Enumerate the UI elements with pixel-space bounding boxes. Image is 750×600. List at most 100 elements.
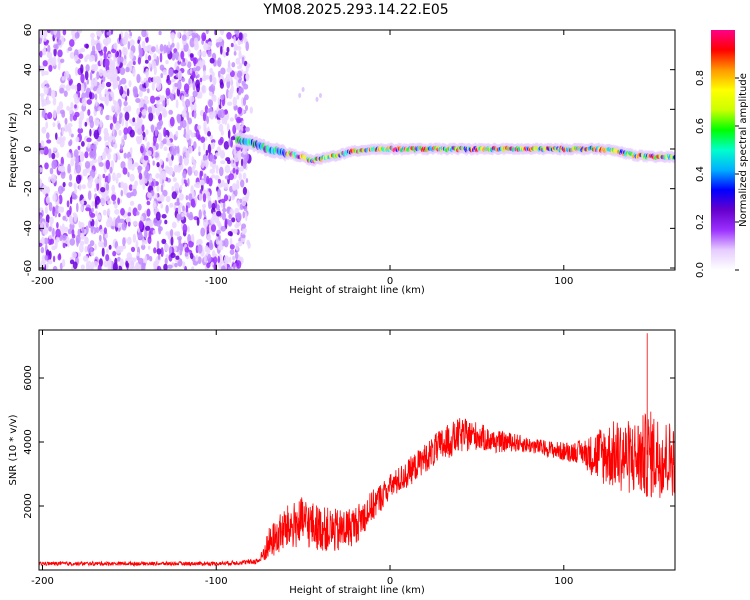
noise-blob [150,124,155,133]
noise-blob [67,46,73,52]
noise-blob [182,170,187,179]
noise-blob [58,213,61,218]
noise-blob [201,50,207,58]
noise-blob [230,42,234,48]
noise-blob [156,162,160,168]
noise-blob [46,139,52,144]
noise-blob [151,82,155,91]
noise-blob [76,237,79,247]
noise-blob [170,252,176,259]
noise-blob [70,152,74,158]
snr-series-line [39,333,675,568]
noise-speck [298,93,302,98]
noise-blob [81,227,85,234]
noise-blob [148,230,152,240]
noise-blob [90,37,95,47]
colorbar-tick-label: 0.8 [695,70,706,86]
noise-blob [171,42,175,48]
noise-blob [155,173,160,179]
noise-speck [301,87,305,92]
noise-blob [94,93,98,101]
noise-blob [79,243,84,253]
noise-blob [185,98,191,108]
noise-blob [238,32,243,41]
noise-blob [201,32,207,42]
noise-blob [145,36,149,43]
noise-blob [69,51,75,59]
noise-blob [133,162,139,168]
noise-blob [97,215,102,220]
noise-blob [112,262,118,270]
noise-blob [141,109,147,116]
noise-blob [166,99,169,106]
noise-blob [56,222,59,229]
noise-blob [130,163,135,171]
noise-blob [104,88,108,95]
noise-blob [57,49,63,58]
noise-blob [127,171,130,178]
noise-blob [39,214,43,224]
noise-blob [117,256,121,262]
noise-blob [115,105,121,115]
noise-blob [68,80,73,86]
noise-blob [125,118,129,129]
noise-blob [94,187,97,193]
noise-blob [67,163,71,174]
noise-blob [59,262,63,270]
noise-blob [217,255,221,264]
noise-blob [98,68,104,77]
noise-blob [122,167,128,175]
noise-blob [210,224,217,233]
noise-blob [79,240,85,246]
noise-blob [72,212,77,217]
noise-blob [121,222,127,231]
noise-blob [196,217,200,226]
noise-blob [245,41,249,52]
noise-blob [164,257,168,265]
noise-blob [245,73,250,82]
noise-blob [40,246,45,254]
noise-blob [95,99,98,107]
noise-blob [152,76,157,85]
noise-blob [171,78,176,83]
noise-blob [171,154,174,161]
noise-blob [165,231,170,236]
noise-blob [241,234,246,239]
noise-blob [158,30,162,36]
noise-blob [73,182,77,190]
noise-blob [129,257,135,267]
noise-blob [161,214,167,219]
noise-blob [150,95,156,104]
noise-blob [137,57,142,65]
noise-blob [48,226,52,232]
noise-blob [95,210,98,217]
noise-blob [235,57,241,65]
noise-blob [177,70,183,81]
noise-blob [59,134,62,144]
noise-blob [84,56,88,63]
noise-blob [46,51,53,59]
noise-blob [231,217,236,223]
x-tick-label: -100 [205,576,228,587]
noise-blob [229,231,233,237]
noise-blob [89,54,96,62]
noise-blob [160,184,164,193]
noise-blob [73,54,79,62]
x-tick-label: 0 [387,576,393,587]
noise-blob [137,165,143,171]
noise-blob [173,164,179,173]
noise-blob [229,249,235,256]
noise-blob [146,141,150,147]
noise-blob [62,242,66,249]
spectrogram-x-axis: -200 -100 0 100 [31,30,573,287]
noise-blob [53,30,57,36]
noise-blob [97,264,102,270]
noise-blob [153,53,157,60]
noise-blob [178,193,184,201]
noise-blob [48,87,52,97]
noise-blob [230,158,234,168]
noise-blob [217,178,221,184]
noise-blob [217,188,222,198]
noise-blob [93,261,99,268]
noise-blob [208,200,212,209]
